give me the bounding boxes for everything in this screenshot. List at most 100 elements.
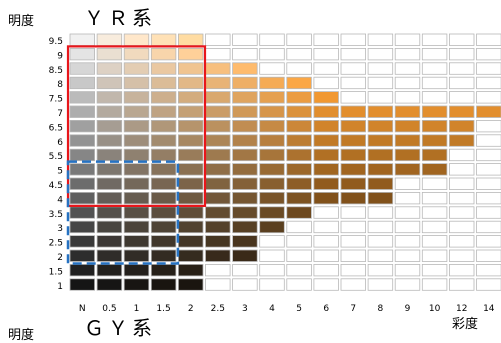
color-cell-4.5-2.5 bbox=[206, 178, 231, 190]
color-cell-2-8 bbox=[368, 250, 393, 262]
color-cell-3.5-5 bbox=[287, 207, 312, 219]
color-cell-5-9 bbox=[395, 164, 420, 176]
color-cell-1-3 bbox=[233, 279, 258, 291]
color-cell-7.5-12 bbox=[449, 92, 474, 104]
color-cell-8.5-2.5 bbox=[206, 63, 231, 75]
color-cell-1.5-1.5 bbox=[151, 264, 176, 276]
color-cell-5.5-N bbox=[70, 149, 95, 161]
color-cell-8-2 bbox=[178, 77, 203, 89]
color-cell-6-N bbox=[70, 135, 95, 147]
value-tick-label: 2 bbox=[57, 253, 63, 263]
color-cell-2.5-9 bbox=[395, 236, 420, 248]
color-cell-2.5-1 bbox=[124, 236, 149, 248]
color-cell-6-3 bbox=[233, 135, 258, 147]
color-cell-9.5-N bbox=[70, 34, 95, 46]
color-cell-8.5-5 bbox=[287, 63, 312, 75]
color-cell-9-1 bbox=[124, 48, 149, 60]
color-cell-1.5-9 bbox=[395, 264, 420, 276]
color-cell-5.5-10 bbox=[422, 149, 447, 161]
color-cell-2.5-1.5 bbox=[151, 236, 176, 248]
color-cell-4-5 bbox=[287, 192, 312, 204]
color-cell-1.5-4 bbox=[260, 264, 285, 276]
color-cell-4.5-6 bbox=[314, 178, 339, 190]
color-cell-5-3 bbox=[233, 164, 258, 176]
color-cell-5.5-9 bbox=[395, 149, 420, 161]
color-cell-3-2.5 bbox=[206, 221, 231, 233]
color-cell-4.5-0.5 bbox=[97, 178, 122, 190]
color-cell-5-1.5 bbox=[151, 164, 176, 176]
value-axis-labels: 9.598.587.576.565.554.543.532.521.51 bbox=[49, 37, 64, 292]
color-cell-1.5-3 bbox=[233, 264, 258, 276]
color-cell-8-1 bbox=[124, 77, 149, 89]
color-cell-8.5-8 bbox=[368, 63, 393, 75]
color-cell-7.5-4 bbox=[260, 92, 285, 104]
color-cell-8.5-4 bbox=[260, 63, 285, 75]
color-cell-5.5-4 bbox=[260, 149, 285, 161]
color-cell-2.5-6 bbox=[314, 236, 339, 248]
value-tick-label: 1 bbox=[57, 282, 63, 292]
color-cell-6.5-N bbox=[70, 120, 95, 131]
color-cell-3-3 bbox=[233, 221, 258, 233]
color-cell-9.5-14 bbox=[477, 34, 501, 46]
color-cell-4-7 bbox=[341, 192, 366, 204]
color-cell-9.5-1.5 bbox=[151, 34, 176, 46]
color-cell-1-N bbox=[70, 279, 95, 291]
color-cell-7-5 bbox=[287, 106, 312, 118]
color-cell-4.5-5 bbox=[287, 178, 312, 190]
color-cell-2.5-12 bbox=[449, 236, 474, 248]
color-cell-6-2 bbox=[178, 135, 203, 147]
color-cell-2-3 bbox=[233, 250, 258, 262]
value-tick-label: 7.5 bbox=[49, 95, 63, 105]
color-cell-9-14 bbox=[477, 48, 501, 60]
color-cell-3-10 bbox=[422, 221, 447, 233]
color-cell-4-2 bbox=[178, 192, 203, 204]
color-cell-4.5-9 bbox=[395, 178, 420, 190]
color-cell-9-N bbox=[70, 48, 95, 60]
color-cell-1-2 bbox=[178, 279, 203, 291]
color-cell-6-12 bbox=[449, 135, 474, 147]
color-cell-7-9 bbox=[395, 106, 420, 118]
color-cell-3.5-2.5 bbox=[206, 207, 231, 219]
color-cell-6.5-12 bbox=[449, 120, 474, 131]
color-cell-5.5-7 bbox=[341, 149, 366, 161]
color-cell-2-2 bbox=[178, 250, 203, 262]
color-cell-2-5 bbox=[287, 250, 312, 262]
color-cell-7-4 bbox=[260, 106, 285, 118]
color-cell-7.5-0.5 bbox=[97, 92, 122, 104]
color-cell-4-N bbox=[70, 192, 95, 204]
color-cell-6.5-0.5 bbox=[97, 120, 122, 131]
color-cell-1-7 bbox=[341, 279, 366, 291]
color-cell-1-1.5 bbox=[151, 279, 176, 291]
chroma-tick-label: 1 bbox=[134, 304, 140, 314]
color-cell-9-10 bbox=[422, 48, 447, 60]
color-cell-1-2.5 bbox=[206, 279, 231, 291]
color-cell-7-3 bbox=[233, 106, 258, 118]
color-cell-8.5-1 bbox=[124, 63, 149, 75]
chroma-tick-label: 1.5 bbox=[156, 304, 170, 314]
color-cell-5.5-5 bbox=[287, 149, 312, 161]
color-cell-9-5 bbox=[287, 48, 312, 60]
color-cell-9-2.5 bbox=[206, 48, 231, 60]
color-cell-9-0.5 bbox=[97, 48, 122, 60]
color-cell-8.5-3 bbox=[233, 63, 258, 75]
color-cell-3.5-N bbox=[70, 207, 95, 219]
color-cells bbox=[70, 34, 501, 290]
color-cell-7-8 bbox=[368, 106, 393, 118]
chroma-tick-label: 6 bbox=[323, 304, 329, 314]
color-cell-2-1.5 bbox=[151, 250, 176, 262]
color-cell-2.5-0.5 bbox=[97, 236, 122, 248]
color-cell-3-6 bbox=[314, 221, 339, 233]
color-cell-2-6 bbox=[314, 250, 339, 262]
color-cell-5.5-1 bbox=[124, 149, 149, 161]
color-cell-4.5-10 bbox=[422, 178, 447, 190]
color-cell-4.5-8 bbox=[368, 178, 393, 190]
value-tick-label: 3 bbox=[57, 224, 63, 234]
color-cell-2-1 bbox=[124, 250, 149, 262]
color-cell-4-14 bbox=[477, 192, 501, 204]
color-cell-9.5-4 bbox=[260, 34, 285, 46]
color-cell-1.5-2.5 bbox=[206, 264, 231, 276]
color-cell-4.5-1 bbox=[124, 178, 149, 190]
color-cell-9-3 bbox=[233, 48, 258, 60]
color-cell-4.5-12 bbox=[449, 178, 474, 190]
color-cell-9.5-12 bbox=[449, 34, 474, 46]
